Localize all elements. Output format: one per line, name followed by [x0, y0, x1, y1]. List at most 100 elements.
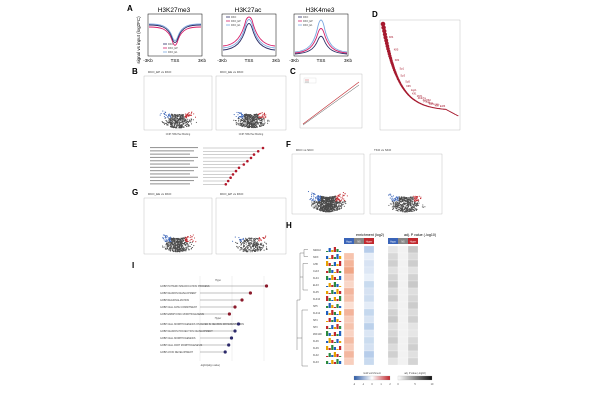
motif-logo-glyph: [336, 264, 339, 266]
scatter-point: [311, 202, 313, 204]
scatter-point: [254, 239, 256, 242]
scatter-point: [394, 204, 396, 207]
heatmap-cell: [407, 315, 419, 324]
scatter-point: [233, 119, 235, 121]
scatter-point: [415, 200, 417, 202]
scatter-point: [417, 200, 419, 202]
motif-logo-glyph: [331, 285, 334, 287]
scatter-point: [263, 249, 265, 251]
scatter-point: [323, 204, 325, 206]
scatter-point: [164, 122, 166, 124]
scatter-point: [330, 209, 332, 211]
panel-f-volcano-1: [307, 191, 348, 213]
panel-b-xlabel-1: ChIP H3K27ac Binding: [166, 133, 191, 136]
motif-logo-glyph: [328, 278, 331, 280]
scatter-point: [257, 123, 259, 125]
scatter-point: [263, 112, 266, 114]
scatter-point: [177, 251, 179, 253]
scatter-point: [411, 202, 414, 204]
scatter-point: [186, 237, 188, 239]
scatter-point: [393, 206, 395, 208]
heatmap-cell: [397, 259, 409, 268]
scatter-point: [169, 115, 171, 117]
scatter-point: [246, 247, 249, 249]
scatter-point: [179, 244, 181, 246]
term-label-placeholder: [150, 170, 194, 172]
motif-logo-glyph: [339, 251, 342, 252]
heatmap-cell: [353, 357, 365, 366]
scatter-point: [392, 208, 394, 211]
scatter-point: [255, 244, 257, 247]
scatter-point: [248, 243, 251, 245]
motif-logo-glyph: [333, 307, 336, 308]
scatter-point: [397, 204, 399, 206]
scatter-point: [422, 206, 424, 208]
scatter-point: [333, 205, 335, 207]
scatter-point: [402, 206, 404, 208]
scatter-point: [406, 197, 408, 199]
scatter-point: [336, 207, 338, 209]
motif-logo-glyph: [326, 321, 329, 322]
scatter-point: [261, 247, 263, 249]
scatter-point: [187, 240, 189, 242]
motif-logo-glyph: [331, 345, 334, 350]
scatter-point: [402, 199, 404, 201]
motif-logo-glyph: [326, 286, 329, 287]
motif-logo-glyph: [326, 356, 329, 357]
heatmap-cell: [387, 322, 399, 331]
scatter-point: [311, 192, 313, 194]
scatter-point: [404, 204, 406, 206]
scatter-point: [193, 113, 195, 115]
scatter-point: [334, 202, 336, 204]
motif-logo-glyph: [339, 291, 342, 294]
heatmap-cell: [343, 308, 355, 317]
motif-logo-glyph: [336, 269, 339, 273]
motif-logo-glyph: [333, 332, 336, 336]
scatter-point: [330, 202, 332, 204]
scatter-point: [242, 123, 245, 126]
scatter-point: [176, 127, 178, 129]
scatter-point: [185, 118, 187, 120]
scatter-point: [167, 242, 169, 245]
scatter-point: [250, 114, 252, 116]
scatter-point: [397, 196, 400, 198]
panel-g-plot1-frame: [143, 197, 213, 255]
scatter-point: [174, 245, 176, 248]
rank-label: Klf3: [429, 102, 434, 106]
heatmap-cell: [387, 259, 399, 268]
scatter-point: [170, 238, 172, 240]
scatter-point: [250, 125, 252, 128]
scatter-point: [258, 240, 260, 242]
heatmap-cell: [407, 273, 419, 282]
scatter-point: [238, 112, 240, 114]
scatter-point: [337, 205, 339, 207]
scatter-point: [402, 203, 404, 205]
scatter-point: [180, 119, 182, 121]
scatter-point: [184, 237, 186, 239]
scatter-point: [248, 243, 250, 246]
scatter-point: [389, 193, 391, 195]
scatter-point: [398, 205, 400, 207]
legend-item: DKO_EP: [168, 47, 178, 50]
scatter-point: [178, 126, 180, 128]
scatter-point: [187, 244, 189, 246]
scatter-point: [330, 208, 332, 210]
scatter-point: [179, 118, 181, 120]
heatmap-cell: [387, 329, 399, 338]
scatter-point: [191, 238, 193, 240]
scatter-point: [395, 199, 397, 201]
scatter-point: [245, 124, 247, 126]
column-header-label: Hyper: [410, 241, 417, 244]
scatter-point: [264, 237, 266, 239]
heatmap-cell: [387, 350, 399, 359]
scatter-point: [341, 203, 343, 206]
panel-a-plot2-frame: [221, 13, 277, 57]
scatter-point: [171, 240, 173, 242]
panel-a-plot2-legend: DKO DKO_EP DKO_E1: [226, 16, 241, 27]
scatter-point: [406, 203, 408, 205]
scatter-point: [249, 114, 251, 116]
heatmap-cell: [343, 287, 355, 296]
scatter-point: [185, 239, 187, 241]
scatter-point: [322, 210, 324, 212]
scatter-point: [168, 114, 170, 116]
